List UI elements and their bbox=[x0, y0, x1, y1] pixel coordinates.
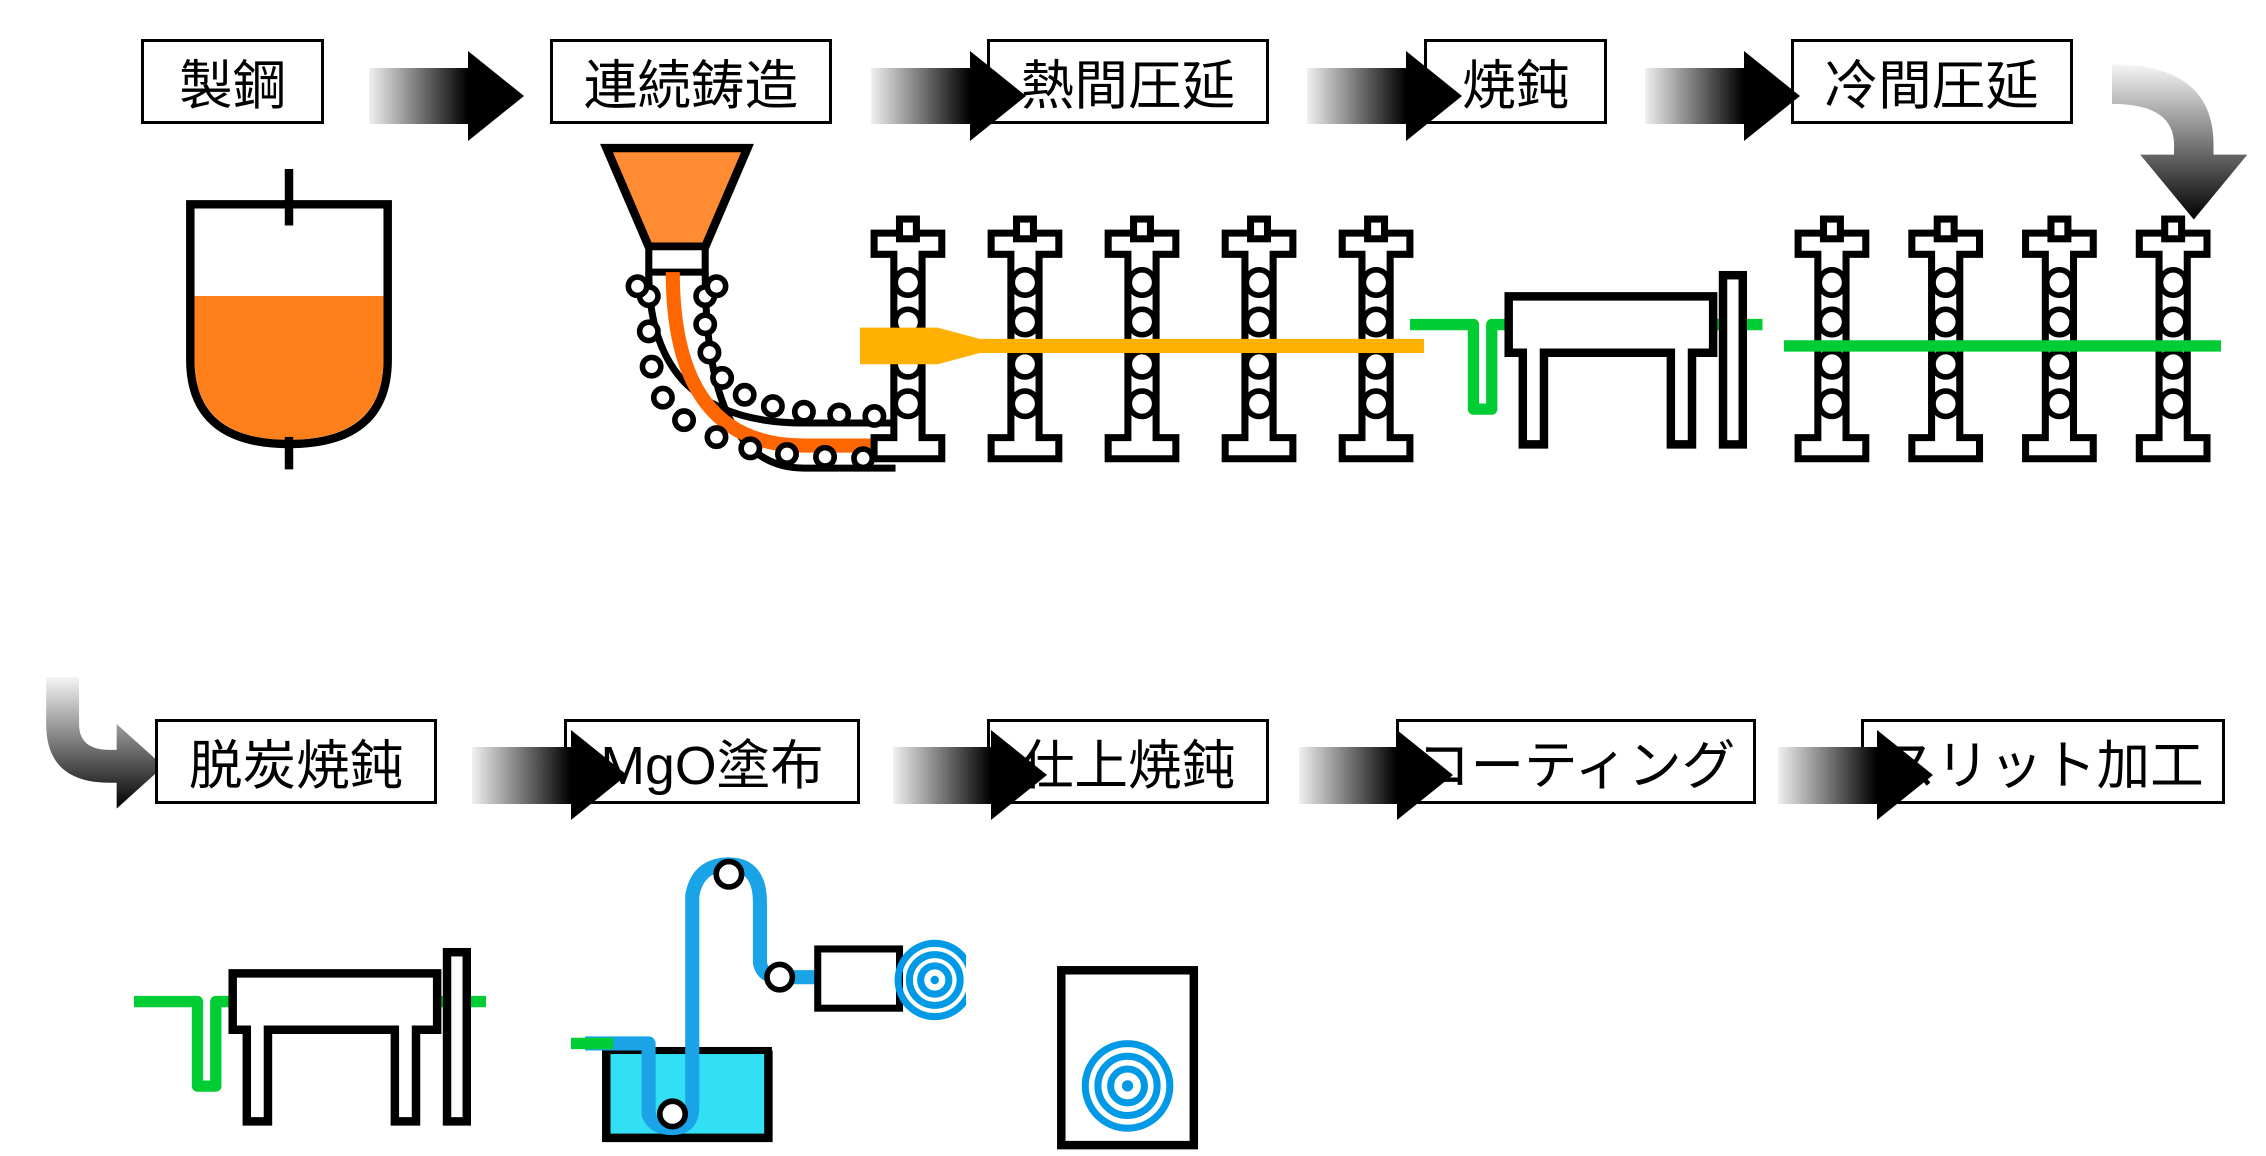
flow-arrow-icon bbox=[1778, 730, 1933, 820]
flow-arrow-icon bbox=[1645, 51, 1800, 141]
flow-arrow-icon bbox=[893, 730, 1048, 820]
step-label-seikou: 製鋼 bbox=[141, 39, 324, 124]
flow-arrow-icon bbox=[1307, 51, 1462, 141]
steelmaking-ladle-icon bbox=[148, 162, 430, 472]
annealing-furnace-icon bbox=[1410, 247, 1763, 459]
wrap-arrow-return-icon bbox=[25, 677, 166, 818]
hot-rolling-icon bbox=[860, 212, 1424, 466]
step-label-renzoku: 連続鋳造 bbox=[550, 39, 832, 124]
final-anneal-coil-icon bbox=[1050, 959, 1205, 1156]
step-label-reikan: 冷間圧延 bbox=[1791, 39, 2073, 124]
cold-rolling-icon bbox=[1784, 212, 2221, 466]
flow-arrow-icon bbox=[1299, 730, 1454, 820]
step-label-nekkan: 熱間圧延 bbox=[987, 39, 1269, 124]
step-label-datsutan: 脱炭焼鈍 bbox=[155, 719, 437, 804]
flow-arrow-icon bbox=[472, 730, 627, 820]
flow-arrow-icon bbox=[871, 51, 1026, 141]
mgo-coating-icon bbox=[571, 839, 966, 1149]
flow-arrow-icon bbox=[369, 51, 524, 141]
continuous-casting-icon bbox=[536, 141, 903, 486]
decarb-annealing-icon bbox=[134, 924, 487, 1136]
